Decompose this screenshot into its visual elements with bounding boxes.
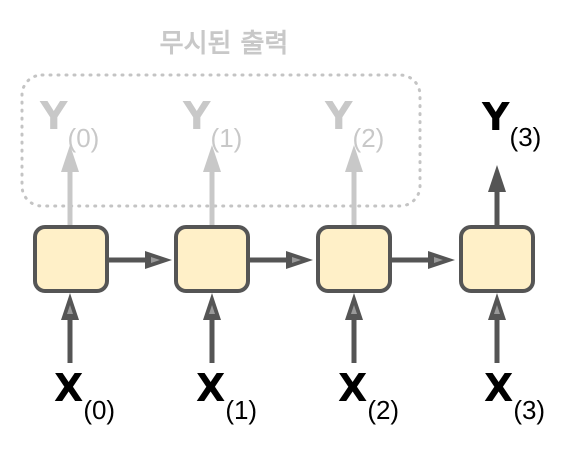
recurrent-arrow-0-1 [107,251,172,269]
output-label-0: Y(0) [39,94,99,153]
output-arrowhead-1 [203,145,221,172]
input-label-3: X(3) [484,366,545,425]
output-label-3: Y(3) [481,95,541,152]
ignored-outputs-box [20,73,422,208]
timestep-2: Y(2) X(2) [316,94,399,425]
timestep-0: Y(0) X(0) [33,94,115,425]
timestep-1: Y(1) X(1) [174,94,257,425]
rnn-cell-0 [33,225,109,293]
timestep-3: Y(3) X(3) [459,95,545,425]
input-label-2: X(2) [338,366,399,425]
ignored-outputs-title: 무시된 출력 [160,29,289,59]
output-arrowhead-2 [345,145,363,172]
input-label-0: X(0) [54,366,115,425]
input-label-1: X(1) [196,366,257,425]
output-arrowhead-0 [61,145,79,172]
rnn-cell-1 [174,225,250,293]
recurrent-arrow-2-3 [390,251,455,269]
output-arrowhead-3 [488,165,506,192]
rnn-cell-2 [316,225,392,293]
output-label-2: Y(2) [324,94,384,153]
rnn-cell-3 [459,225,535,293]
output-label-1: Y(1) [182,94,242,153]
recurrent-arrow-1-2 [248,251,313,269]
